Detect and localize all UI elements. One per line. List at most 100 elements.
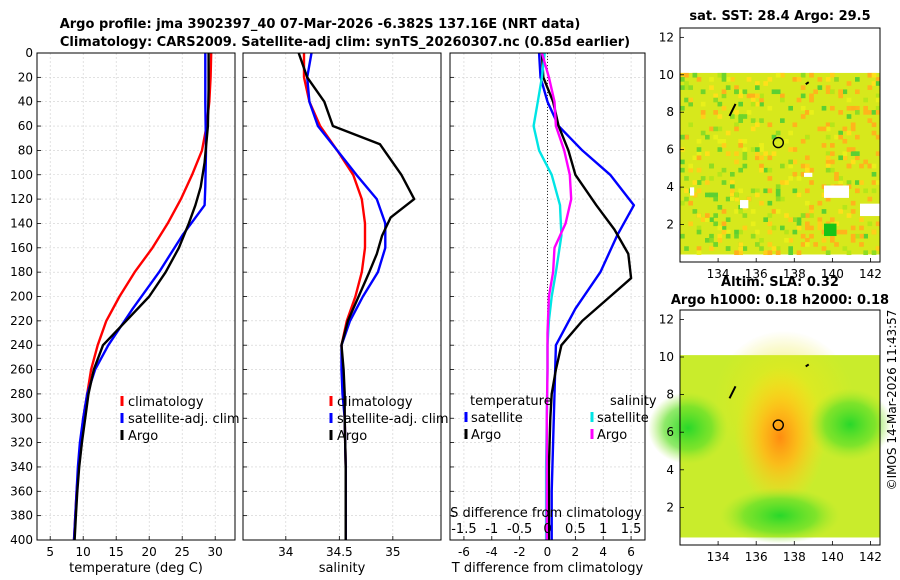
sst-cell bbox=[825, 167, 831, 173]
sst-cell bbox=[875, 97, 881, 103]
sst-cell bbox=[855, 110, 860, 115]
sst-cell bbox=[863, 97, 868, 103]
sst-cell bbox=[821, 246, 827, 251]
sst-cell bbox=[830, 233, 835, 239]
sst-cell bbox=[742, 163, 748, 169]
sst-cell bbox=[867, 118, 873, 123]
sst-cell bbox=[809, 180, 814, 185]
sst-cell bbox=[863, 110, 868, 115]
sst-missing bbox=[824, 185, 849, 198]
sst-cell bbox=[863, 188, 868, 194]
sst-cell bbox=[734, 85, 739, 90]
sst-cell bbox=[859, 225, 864, 231]
top-tick-label: -0.5 bbox=[507, 522, 532, 537]
sst-cell bbox=[771, 134, 777, 140]
sst-cell bbox=[767, 77, 773, 82]
sst-cell bbox=[730, 184, 735, 189]
map-x-tick-label: 136 bbox=[745, 267, 768, 281]
sst-cell bbox=[717, 101, 723, 107]
map-x-tick-label: 142 bbox=[859, 267, 882, 281]
map-frame bbox=[679, 27, 881, 263]
figure-title-line2: Climatology: CARS2009. Satellite-adj cli… bbox=[60, 35, 630, 50]
series-line-salinity-argo bbox=[540, 52, 573, 540]
sst-cell bbox=[730, 171, 735, 177]
sst-cell bbox=[750, 118, 756, 123]
sst-cell bbox=[863, 159, 868, 165]
sst-cell bbox=[842, 126, 848, 132]
sst-cell bbox=[705, 213, 710, 218]
sst-cell bbox=[834, 134, 839, 140]
sst-cell bbox=[850, 151, 856, 156]
sst-cell bbox=[805, 155, 810, 161]
sst-cell bbox=[750, 101, 756, 107]
sst-cell bbox=[709, 163, 714, 169]
sst-cell bbox=[742, 89, 748, 95]
sst-cell bbox=[734, 229, 739, 235]
sst-cell bbox=[759, 147, 764, 152]
sst-cell bbox=[784, 213, 789, 218]
sst-cell bbox=[855, 134, 860, 140]
x-tick-label: 25 bbox=[175, 545, 190, 559]
sst-cell bbox=[692, 209, 698, 214]
sst-cell bbox=[721, 167, 727, 173]
sst-cell bbox=[867, 221, 873, 227]
sst-cell bbox=[796, 77, 802, 82]
sst-cell bbox=[800, 93, 806, 99]
map-y-tick-label: 2 bbox=[666, 500, 674, 514]
island-marker bbox=[805, 81, 810, 85]
sst-cell bbox=[684, 196, 689, 202]
x-tick-label: 4 bbox=[599, 545, 607, 559]
sst-cell bbox=[871, 130, 877, 136]
sst-cell bbox=[834, 176, 839, 181]
sst-cell bbox=[721, 221, 727, 227]
x-axis-label: salinity bbox=[319, 561, 366, 576]
sst-cell bbox=[871, 180, 877, 185]
sst-cell bbox=[771, 209, 777, 214]
sst-cell bbox=[755, 93, 760, 99]
sst-cell bbox=[825, 151, 831, 156]
sst-cell bbox=[771, 225, 777, 231]
sst-cell bbox=[850, 209, 856, 214]
sst-cell bbox=[755, 85, 760, 90]
map-subtitle: Argo h1000: 0.18 h2000: 0.18 bbox=[671, 293, 889, 308]
sst-cell bbox=[800, 213, 806, 218]
sst-cell bbox=[846, 130, 852, 136]
sst-cell bbox=[825, 250, 831, 256]
y-tick-label: 180 bbox=[10, 265, 33, 279]
sst-cell bbox=[750, 97, 756, 103]
sst-cell bbox=[838, 130, 843, 136]
sst-cell bbox=[775, 192, 781, 198]
sst-cell bbox=[775, 250, 781, 256]
sst-cell bbox=[830, 105, 835, 111]
sst-cell bbox=[680, 72, 685, 78]
sst-cell bbox=[859, 163, 864, 169]
sst-cell bbox=[846, 97, 852, 103]
argo-position-marker bbox=[772, 419, 784, 431]
sst-cell bbox=[867, 110, 873, 115]
top-axis-label: S difference from climatology bbox=[450, 506, 642, 521]
sst-cell bbox=[738, 250, 743, 256]
sst-cell bbox=[742, 147, 748, 152]
sst-cell bbox=[796, 217, 802, 222]
sst-cell bbox=[817, 85, 823, 90]
sst-missing bbox=[804, 172, 813, 177]
sst-cell bbox=[734, 250, 739, 256]
sst-missing bbox=[690, 187, 695, 196]
sst-cell bbox=[838, 209, 843, 214]
x-tick-label: -4 bbox=[486, 545, 498, 559]
sst-cell bbox=[696, 147, 702, 152]
sst-cell bbox=[850, 126, 856, 132]
sst-cell bbox=[800, 105, 806, 111]
sst-cell bbox=[717, 138, 723, 144]
sst-cell bbox=[855, 188, 860, 194]
sst-cell bbox=[850, 122, 856, 128]
sst-cell bbox=[725, 85, 731, 90]
map-y-tick-label: 6 bbox=[666, 425, 674, 439]
sst-cell bbox=[867, 72, 873, 78]
sst-cell bbox=[784, 229, 789, 235]
y-tick-label: 340 bbox=[10, 460, 33, 474]
sst-cell bbox=[721, 72, 727, 78]
sst-cell bbox=[775, 184, 781, 189]
sst-cell bbox=[725, 130, 731, 136]
sst-cell bbox=[688, 200, 693, 206]
